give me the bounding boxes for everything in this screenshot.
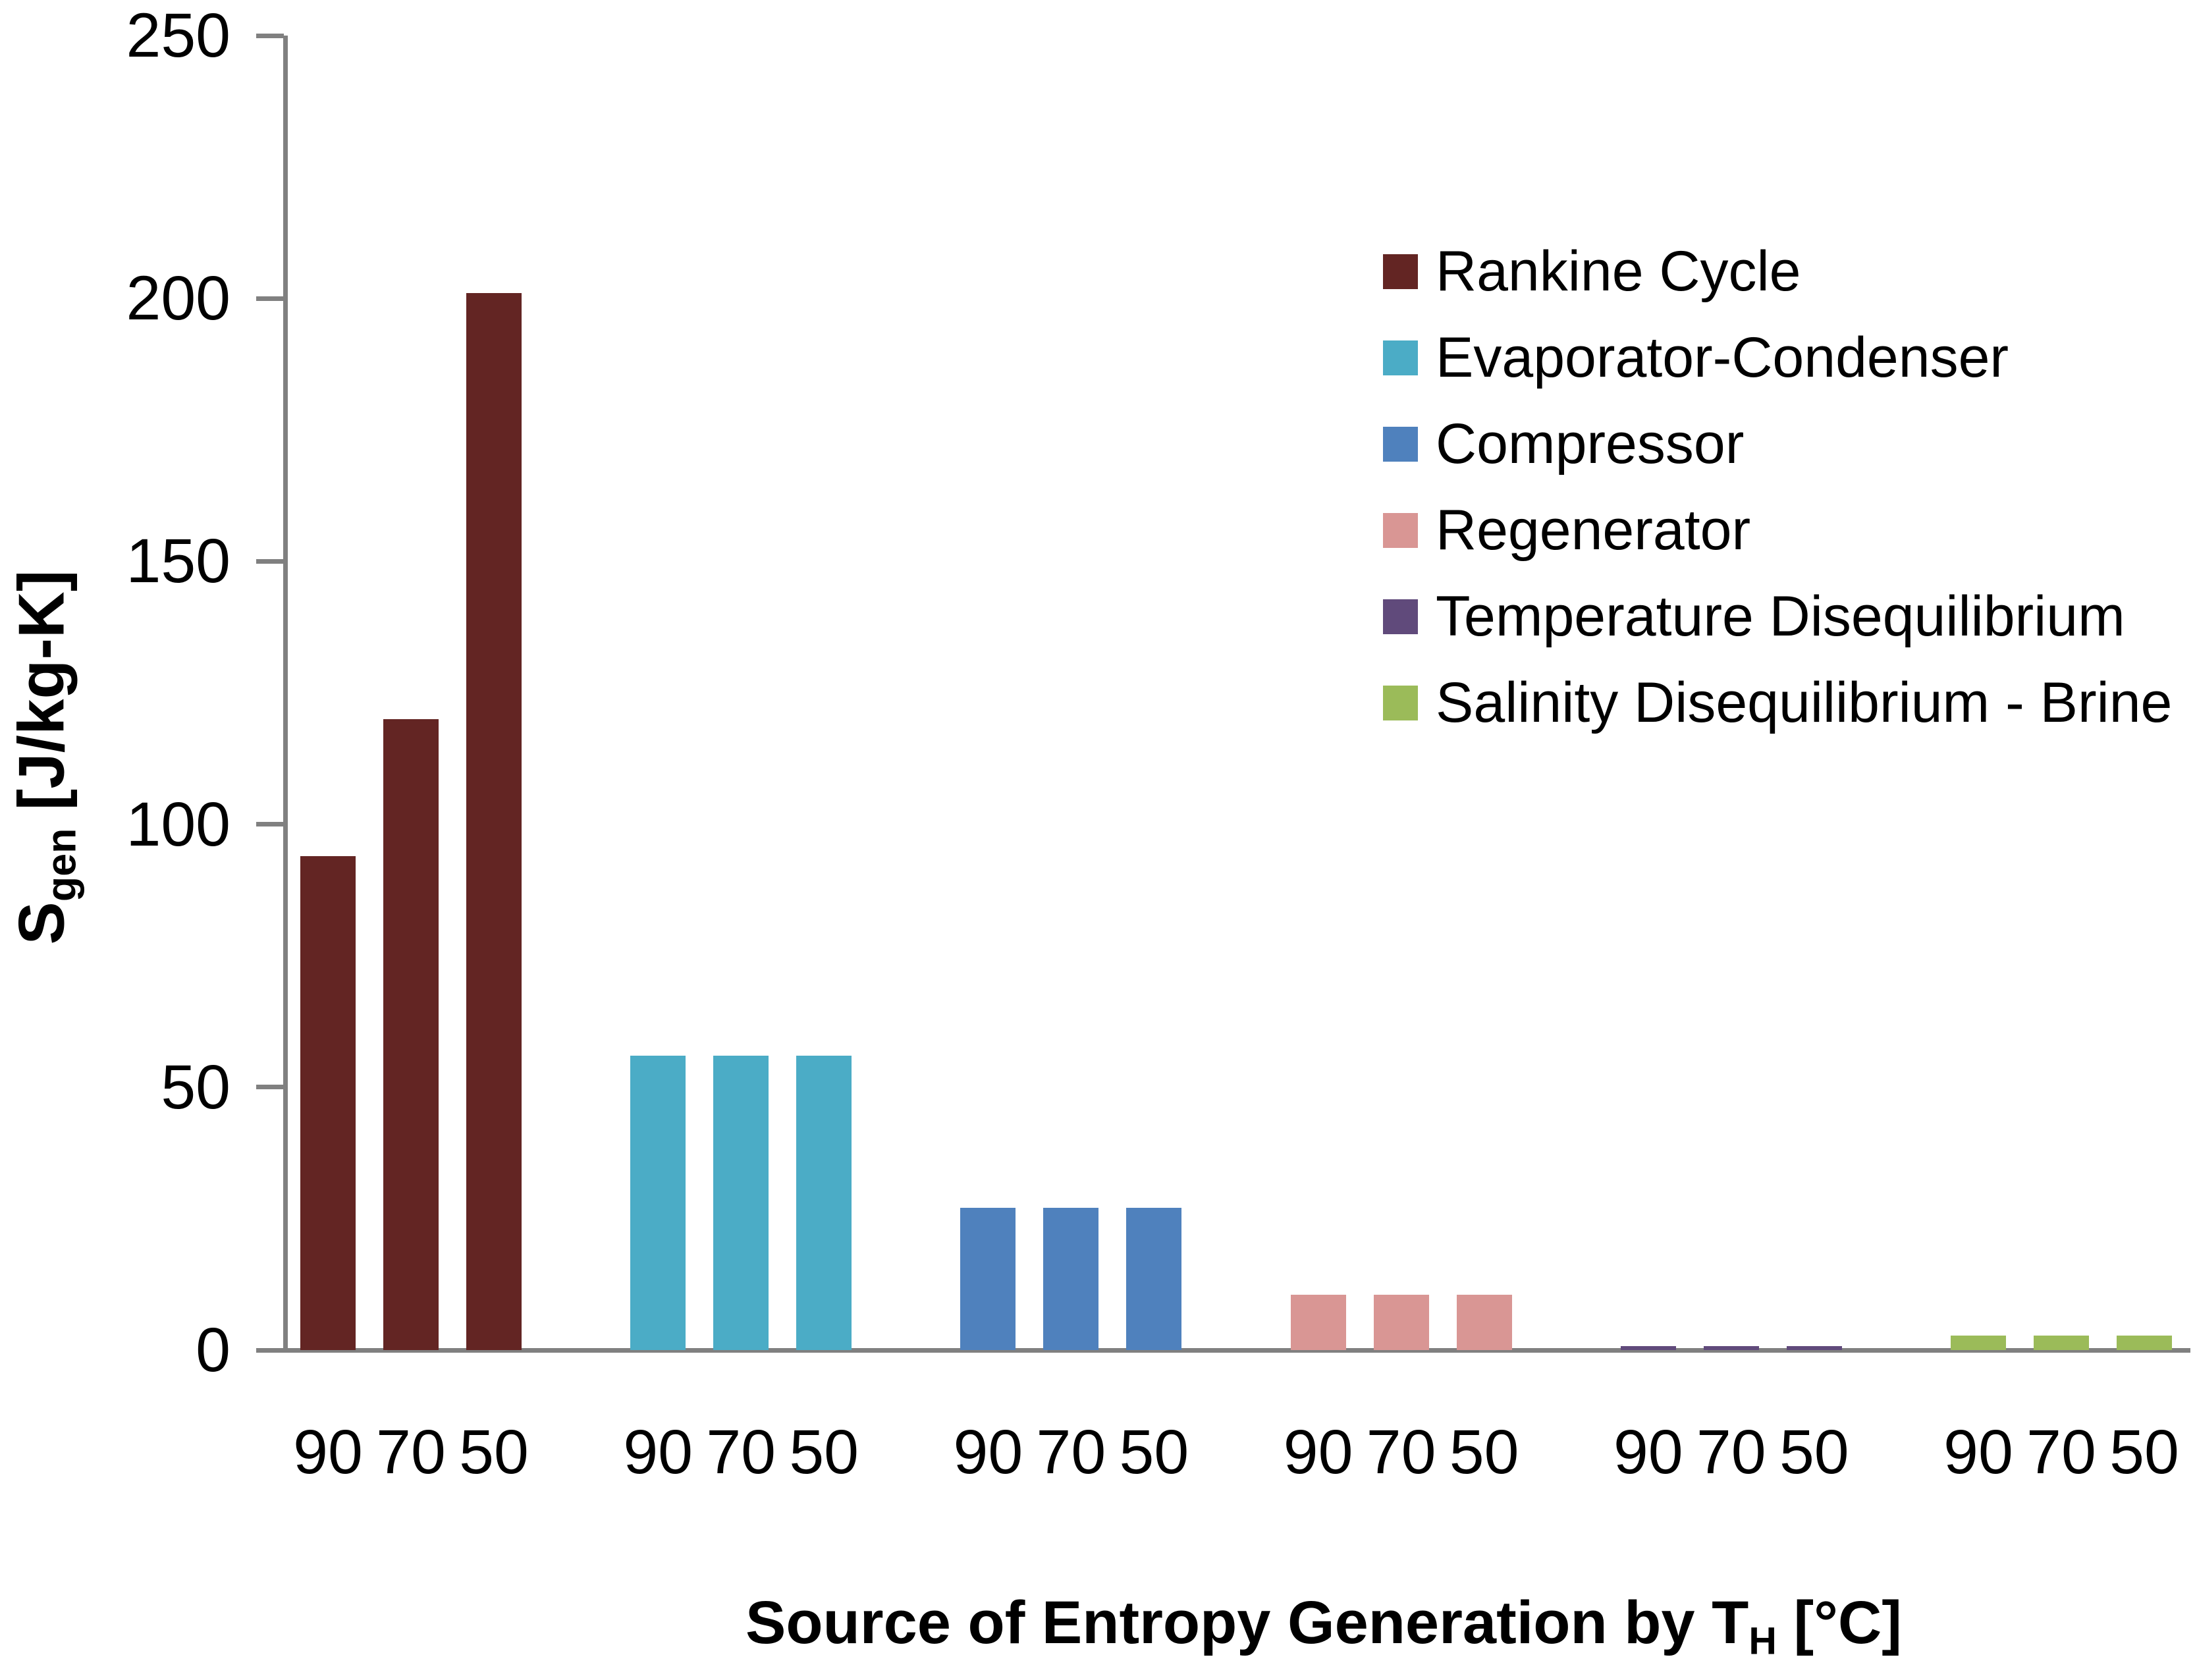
bar: [1290, 1295, 1346, 1350]
x-tick-label: 50: [459, 1417, 529, 1487]
x-tick-label: 70: [1366, 1417, 1436, 1487]
x-tick-label: 70: [706, 1417, 776, 1487]
legend-swatch: [1383, 340, 1418, 375]
y-tick-label: 100: [126, 789, 230, 859]
y-tick: [256, 1085, 284, 1090]
x-tick-label: 90: [623, 1417, 693, 1487]
bar: [1043, 1208, 1099, 1350]
x-axis-baseline: [283, 1348, 2190, 1353]
x-tick-label: 50: [1779, 1417, 1849, 1487]
legend-label: Compressor: [1436, 412, 1745, 475]
bar: [2034, 1335, 2089, 1350]
bar: [1126, 1208, 1182, 1350]
x-tick-label: 70: [376, 1417, 446, 1487]
y-tick-label: 250: [126, 1, 230, 70]
y-axis-title: Sgen [J/kg-K]: [3, 570, 101, 945]
x-tick-label: 90: [1283, 1417, 1353, 1487]
legend-label: Regenerator: [1436, 499, 1751, 562]
bar: [1620, 1345, 1676, 1350]
x-tick-label: 50: [2109, 1417, 2179, 1487]
x-axis-title-main: Source of Entropy Generation by T: [745, 1589, 1749, 1656]
y-tick: [256, 822, 284, 827]
bar: [1373, 1295, 1429, 1350]
bar: [630, 1055, 686, 1350]
legend-label: Evaporator-Condenser: [1436, 326, 2009, 389]
bar: [1456, 1295, 1512, 1350]
legend-swatch: [1383, 599, 1418, 634]
legend-swatch: [1383, 512, 1418, 548]
x-tick-label: 50: [789, 1417, 859, 1487]
bar: [796, 1055, 852, 1350]
legend-label: Salinity Disequilibrium - Brine: [1436, 671, 2173, 734]
bar: [1951, 1335, 2006, 1350]
x-axis-title: Source of Entropy Generation by TH [°C]: [745, 1586, 1902, 1678]
legend-swatch: [1383, 685, 1418, 720]
y-tick-label: 200: [126, 263, 230, 334]
bar: [1786, 1345, 1842, 1350]
y-tick: [256, 558, 284, 564]
x-tick-label: 70: [2026, 1417, 2096, 1487]
x-tick-label: 90: [953, 1417, 1023, 1487]
y-tick: [256, 296, 284, 301]
y-tick-label: 0: [196, 1315, 230, 1385]
x-tick-label: 50: [1119, 1417, 1189, 1487]
y-tick: [256, 33, 284, 38]
bar: [713, 1055, 769, 1350]
bar: [1703, 1345, 1759, 1350]
bar: [2117, 1335, 2172, 1350]
legend-swatch: [1383, 426, 1418, 462]
bar: [466, 293, 522, 1350]
x-tick-label: 90: [1943, 1417, 2013, 1487]
bar: [383, 718, 439, 1350]
x-tick-label: 50: [1449, 1417, 1519, 1487]
y-axis-line: [283, 36, 288, 1353]
legend-label: Rankine Cycle: [1436, 240, 1801, 303]
bar: [960, 1208, 1016, 1350]
bar: [300, 855, 356, 1350]
y-tick-label: 150: [126, 526, 230, 597]
x-tick-label: 70: [1036, 1417, 1106, 1487]
x-tick-label: 90: [293, 1417, 363, 1487]
y-tick-label: 50: [161, 1052, 230, 1122]
x-axis-title-units: [°C]: [1776, 1589, 1902, 1656]
legend-swatch: [1383, 254, 1418, 289]
legend-label: Temperature Disequilibrium: [1436, 585, 2125, 648]
y-axis-title-main: S: [5, 902, 78, 945]
x-axis-title-subscript: H: [1748, 1619, 1777, 1663]
y-tick: [256, 1347, 284, 1353]
x-tick-label: 70: [1696, 1417, 1766, 1487]
x-tick-label: 90: [1613, 1417, 1683, 1487]
